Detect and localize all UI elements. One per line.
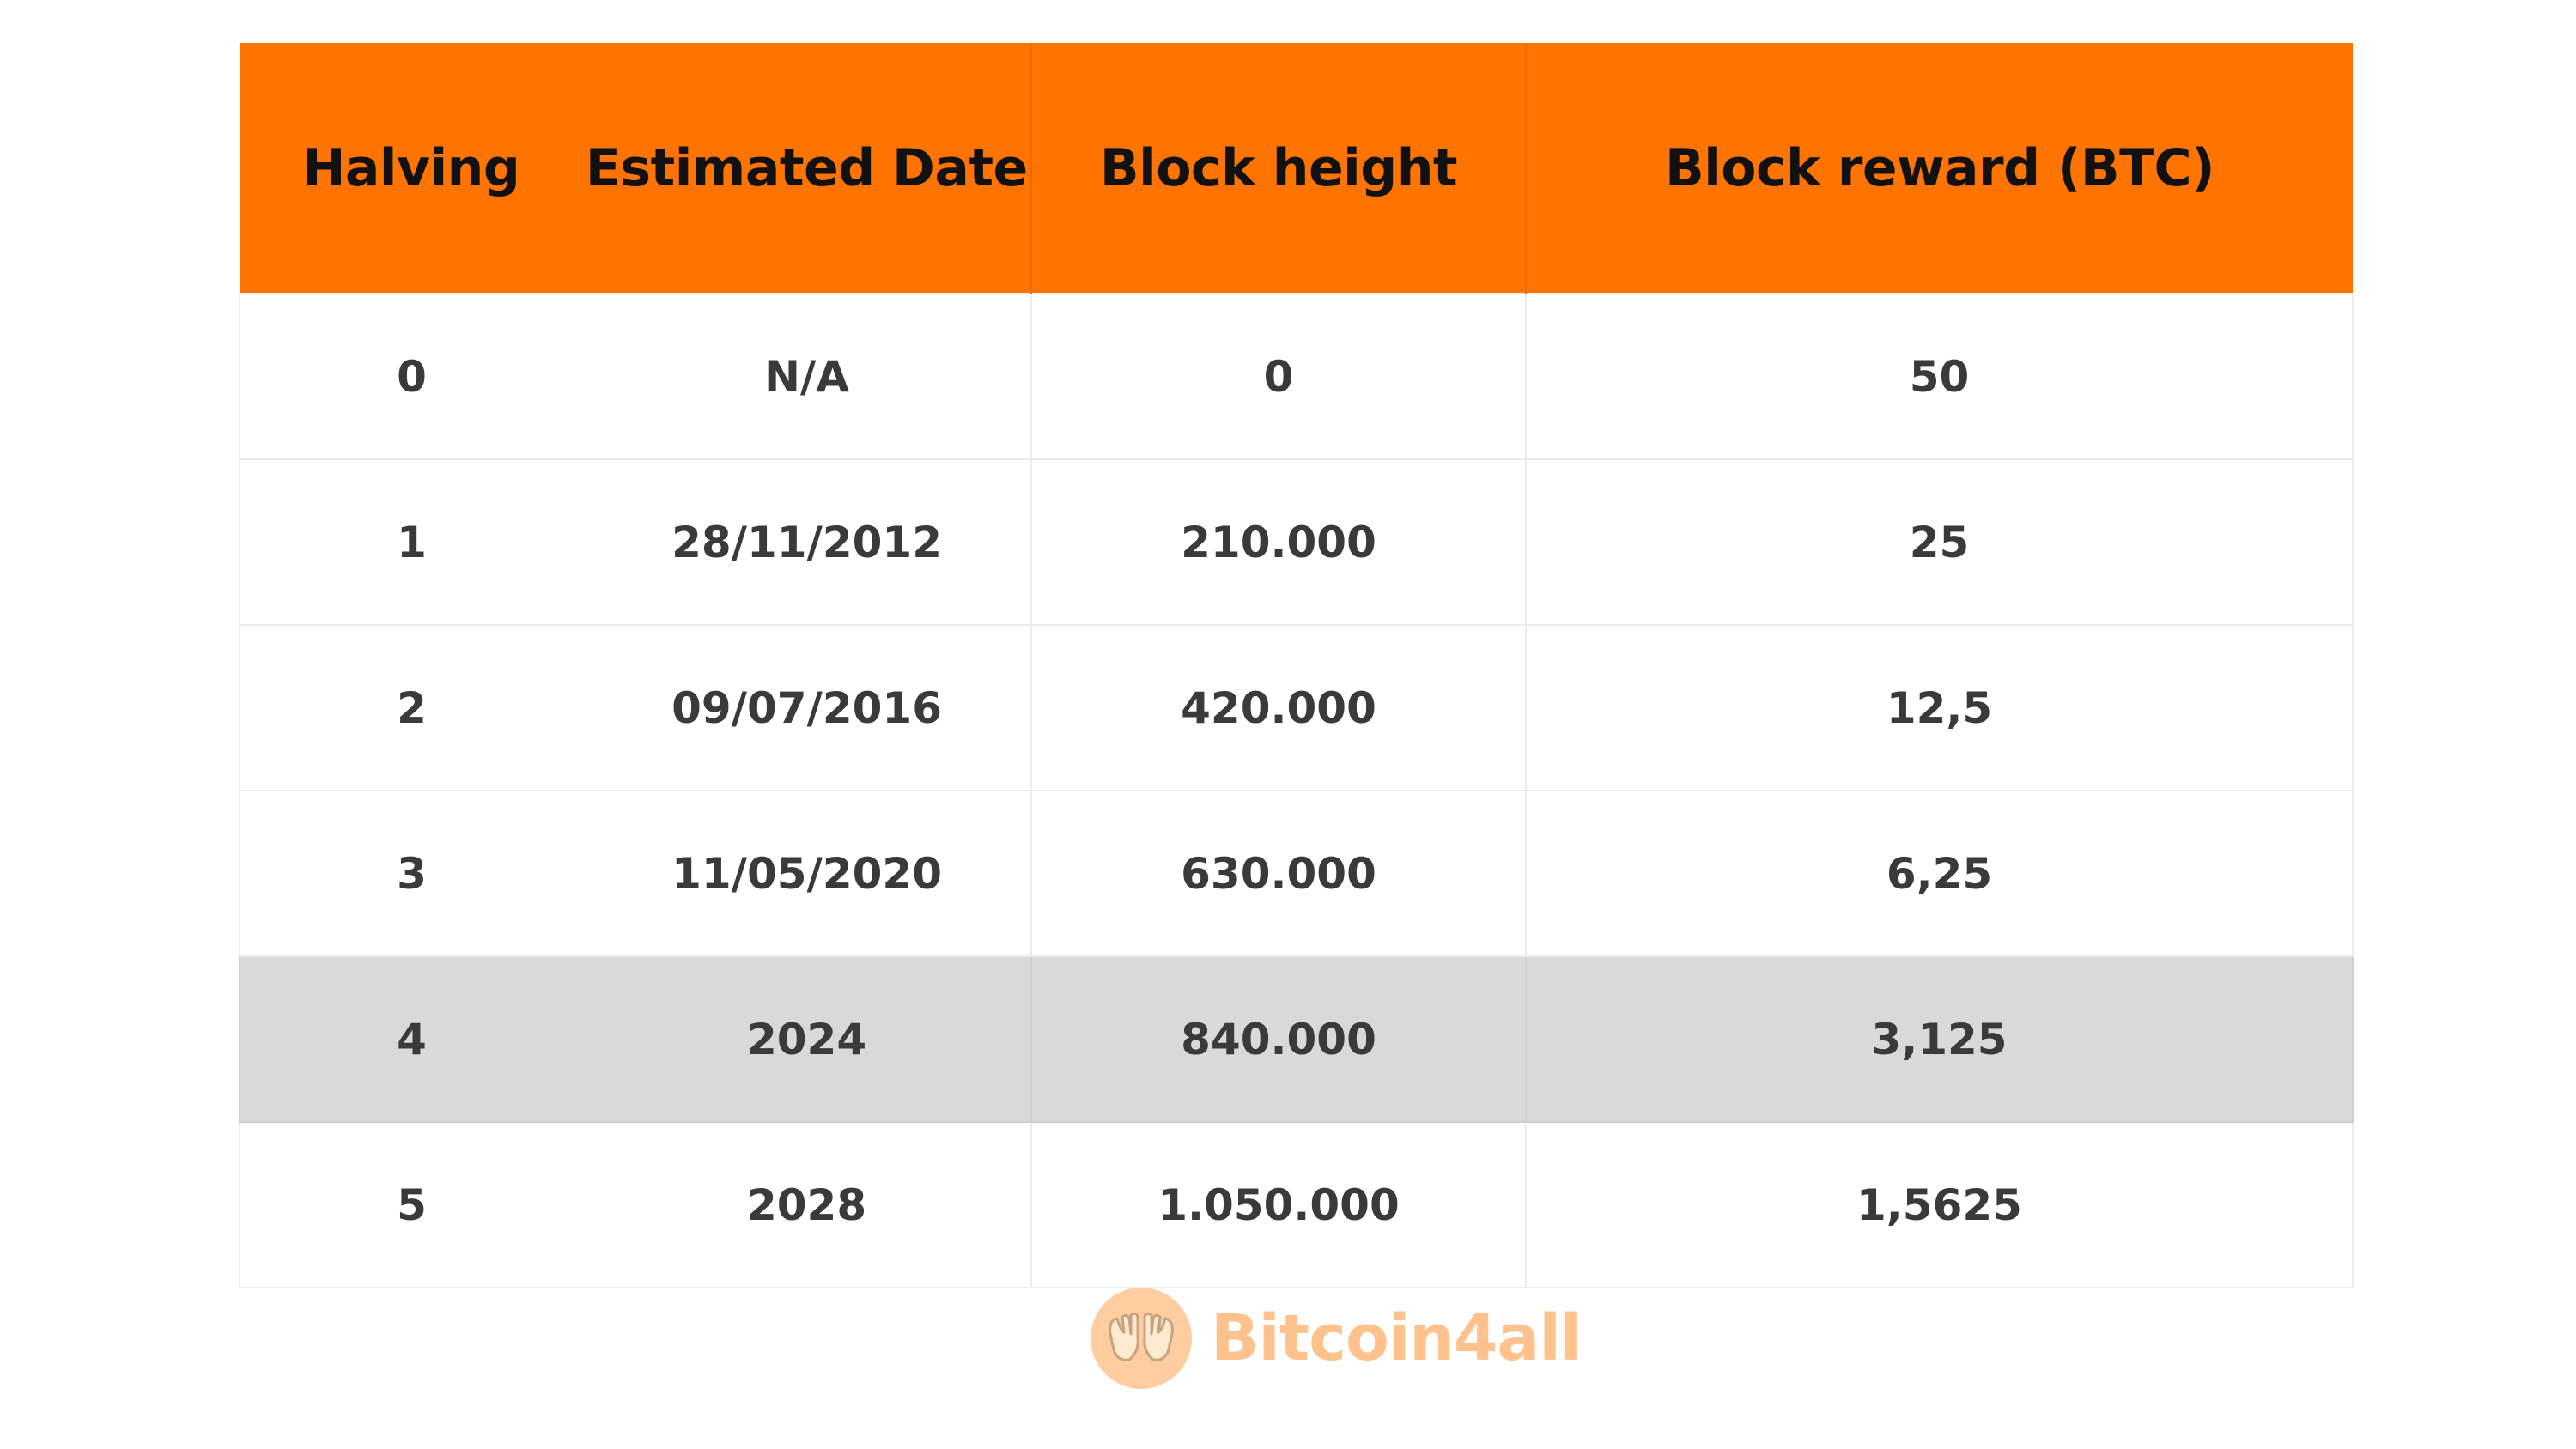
- table-row: 3 11/05/2020 630.000 6,25: [239, 790, 2354, 957]
- cell-halving-and-date: 1 28/11/2012: [239, 458, 1032, 626]
- cell-halving: 4: [397, 1014, 427, 1064]
- cell-block-reward: 1,5625: [1525, 1121, 2354, 1288]
- cell-halving-and-date: 3 11/05/2020: [239, 790, 1032, 957]
- cell-block-height: 630.000: [1030, 790, 1527, 957]
- cell-halving-and-date: 5 2028: [239, 1121, 1032, 1288]
- cell-halving: 0: [397, 351, 427, 402]
- header-block-reward: Block reward (BTC): [1664, 137, 2215, 198]
- cell-block-reward: 50: [1525, 293, 2354, 460]
- table-row-highlighted: 4 2024 840.000 3,125: [239, 955, 2354, 1123]
- cell-block-reward: 25: [1525, 458, 2354, 626]
- cell-date: 2028: [746, 1179, 867, 1230]
- header-halving-and-date: Halving Estimated Date: [240, 43, 1032, 294]
- cell-block-reward: 12,5: [1525, 624, 2354, 791]
- cell-halving-and-date: 0 N/A: [239, 293, 1032, 460]
- table-row: 0 N/A 0 50: [239, 293, 2354, 460]
- cell-block-height: 210.000: [1030, 458, 1527, 626]
- halving-table: Halving Estimated Date Block height Bloc…: [239, 43, 2354, 1288]
- header-estimated-date: Estimated Date: [585, 137, 1028, 198]
- table-row: 5 2028 1.050.000 1,5625: [239, 1121, 2354, 1288]
- cell-halving: 3: [397, 848, 427, 899]
- cell-block-height: 840.000: [1030, 955, 1527, 1123]
- cell-date: N/A: [764, 351, 849, 402]
- cell-block-reward: 3,125: [1525, 955, 2354, 1123]
- cell-date: 09/07/2016: [671, 682, 942, 733]
- cell-date: 11/05/2020: [671, 848, 942, 899]
- cell-block-height: 420.000: [1030, 624, 1527, 791]
- hands-icon: [1091, 1288, 1192, 1389]
- cell-halving-and-date: 2 09/07/2016: [239, 624, 1032, 791]
- brand-name: Bitcoin4all: [1211, 1301, 1582, 1375]
- cell-halving: 1: [397, 517, 427, 567]
- table-row: 2 09/07/2016 420.000 12,5: [239, 624, 2354, 791]
- header-halving: Halving: [302, 137, 520, 198]
- table-row: 1 28/11/2012 210.000 25: [239, 458, 2354, 626]
- header-block-height: Block height: [1031, 43, 1527, 294]
- brand-watermark: Bitcoin4all: [1091, 1288, 1582, 1389]
- table-header-row: Halving Estimated Date Block height Bloc…: [240, 43, 2353, 294]
- cell-block-reward: 6,25: [1525, 790, 2354, 957]
- cell-block-height: 1.050.000: [1030, 1121, 1527, 1288]
- cell-halving-and-date: 4 2024: [239, 955, 1032, 1123]
- cell-date: 2024: [746, 1014, 867, 1064]
- cell-halving: 2: [397, 682, 427, 733]
- cell-date: 28/11/2012: [671, 517, 942, 567]
- cell-halving: 5: [397, 1179, 427, 1230]
- cell-block-height: 0: [1030, 293, 1527, 460]
